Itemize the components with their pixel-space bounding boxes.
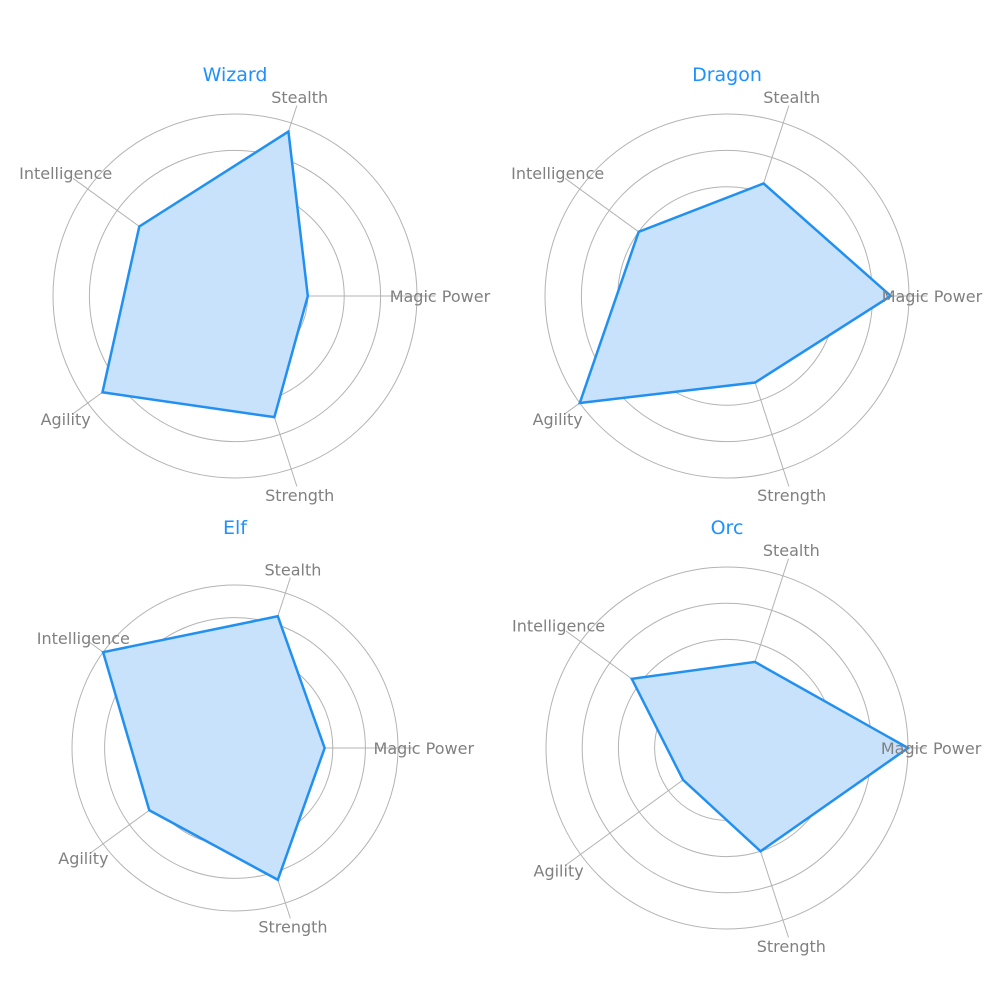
axis-label: Stealth xyxy=(264,561,321,580)
panel-title: Elf xyxy=(223,517,248,539)
axis-label: Agility xyxy=(41,410,91,429)
axis-label: Magic Power xyxy=(881,739,982,758)
axis-label: Agility xyxy=(533,410,583,429)
axis-label: Strength xyxy=(265,486,334,505)
axis-label: Stealth xyxy=(763,88,820,107)
axis-label: Magic Power xyxy=(390,287,491,306)
data-area-orc xyxy=(629,660,911,853)
radar-panel-orc: Magic Power Stealth Intelligence Agility Str… xyxy=(512,517,982,956)
axis-label: Magic Power xyxy=(374,739,475,758)
axis-label: Stealth xyxy=(271,88,328,107)
panel-title: Wizard xyxy=(203,64,268,86)
axis-label: Agility xyxy=(58,849,108,868)
data-area-elf xyxy=(101,614,326,882)
axis-label: Strength xyxy=(757,937,826,956)
axis-label: Stealth xyxy=(763,541,820,560)
radar-panel-dragon: Magic Power Stealth Intelligence Agility Str… xyxy=(511,64,982,505)
axis-label: Strength xyxy=(757,486,826,505)
axis-label: Magic Power xyxy=(882,287,983,306)
axis-label: Intelligence xyxy=(511,164,604,183)
data-area-wizard xyxy=(100,129,310,419)
axis-label: Intelligence xyxy=(512,617,605,636)
panel-title: Dragon xyxy=(692,64,762,86)
axis-label: Strength xyxy=(258,917,327,936)
panel-title: Orc xyxy=(711,517,744,539)
axis-label: Agility xyxy=(534,861,584,880)
axis-label: Intelligence xyxy=(37,629,130,648)
axis-label: Intelligence xyxy=(19,164,112,183)
radar-panel-wizard: Magic Power Stealth Intelligence Agility Str… xyxy=(19,64,490,505)
data-area-dragon xyxy=(577,182,893,405)
radar-panel-elf: Magic Power Stealth Intelligence Agility Str… xyxy=(37,517,475,936)
